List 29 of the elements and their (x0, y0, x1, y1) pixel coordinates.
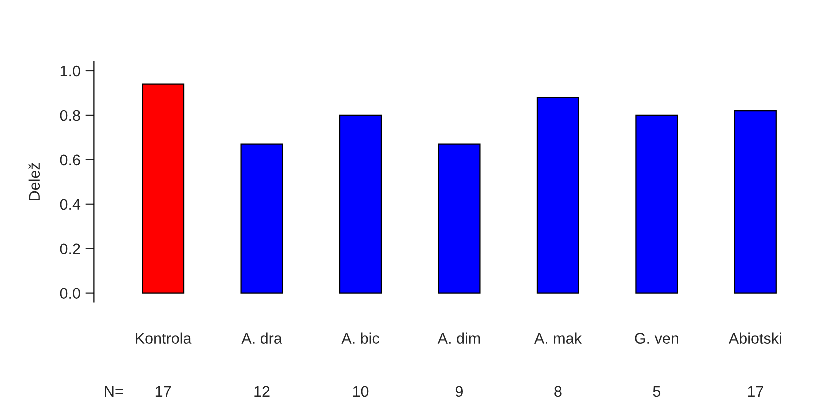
text: 12 (254, 386, 270, 397)
x-tick-label: G. ven (635, 333, 678, 344)
text: 8 (554, 386, 562, 398)
y-tick-label: 0.4 (60, 199, 81, 210)
text: 10 (353, 386, 369, 398)
x-tick-label: Abiotski (728, 332, 782, 344)
bar (339, 114, 382, 294)
bar (636, 114, 678, 294)
text: 17 (156, 386, 172, 397)
text: 9 (456, 386, 464, 398)
y-tick-label: 0.0 (60, 288, 80, 300)
bar (438, 144, 481, 294)
text: 5 (653, 386, 661, 398)
y-tick-label: 0.6 (60, 154, 80, 166)
x-tick-label: A. bic (342, 332, 380, 344)
bar (734, 110, 777, 294)
x-tick-label: A. dra (242, 332, 282, 344)
y-tick-label: 0.8 (60, 110, 80, 122)
y-axis-title: Delež (28, 163, 40, 200)
bar (536, 97, 580, 294)
text: 17 (748, 386, 764, 397)
text: N= (105, 386, 124, 397)
x-tick-label: Kontrola (136, 332, 192, 344)
bar (240, 144, 284, 294)
x-tick-label: A. mak (534, 332, 582, 344)
bar (142, 84, 185, 294)
y-tick-label: 0.2 (60, 244, 80, 255)
x-tick-label: A. dim (438, 332, 480, 344)
y-tick-label: 1.0 (60, 66, 80, 77)
